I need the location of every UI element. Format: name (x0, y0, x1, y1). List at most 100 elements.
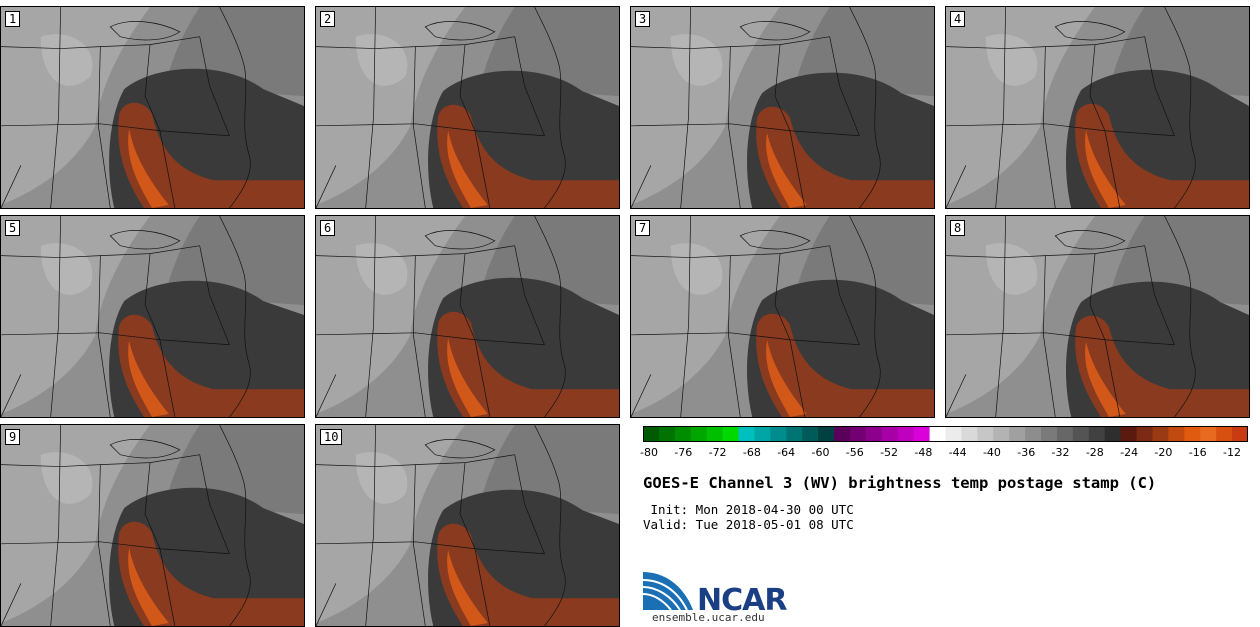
political-boundaries (1, 425, 251, 626)
dry-region (316, 216, 466, 415)
logo-url: ensemble.ucar.edu (652, 611, 765, 624)
wv-map (1, 425, 304, 626)
figure-title: GOES-E Channel 3 (WV) brightness temp po… (643, 474, 1157, 492)
colorbar-swatch (897, 426, 915, 442)
dry-region (631, 7, 781, 206)
panel-label: 4 (950, 11, 966, 27)
panel-label: 1 (5, 11, 21, 27)
dry-region (1, 216, 151, 415)
colorbar-swatch (770, 426, 787, 442)
dry-region (1, 7, 151, 206)
political-boundaries (946, 7, 1196, 208)
colorbar-swatch (1168, 426, 1185, 442)
colorbar-swatch (1088, 426, 1106, 442)
colorbar-swatch (1216, 426, 1233, 442)
coldest-cloud-top (1085, 129, 1126, 208)
panel-label: 7 (635, 220, 651, 236)
colorbar-swatch (786, 426, 803, 442)
wv-map (316, 425, 619, 626)
colorbar-swatch (690, 426, 708, 442)
colorbar-swatch (1009, 426, 1026, 442)
stamp-panel[interactable]: 4 (945, 6, 1250, 209)
cold-cloud-top (437, 523, 619, 626)
panel-label: 10 (320, 429, 343, 445)
colorbar-swatch (929, 426, 946, 442)
political-boundaries (631, 216, 881, 417)
cold-cloud-top (118, 521, 304, 626)
panel-label: 6 (320, 220, 336, 236)
colorbar-swatch (1041, 426, 1058, 442)
coldest-cloud-top (766, 339, 807, 417)
political-boundaries (316, 7, 566, 208)
wv-map (316, 216, 619, 417)
dry-region (946, 216, 1096, 415)
dry-patch (670, 34, 723, 86)
stamp-panel[interactable]: 3 (630, 6, 935, 209)
colorbar-frame (643, 426, 1248, 442)
colorbar-swatch (993, 426, 1010, 442)
political-boundaries (631, 7, 881, 208)
stamp-panel[interactable]: 6 (315, 215, 620, 418)
stamp-panel[interactable]: 9 (0, 424, 305, 627)
dry-region (316, 425, 466, 624)
colorbar-tick: -56 (845, 446, 864, 459)
colorbar-tick: -36 (1017, 446, 1036, 459)
colorbar-swatch (834, 426, 851, 442)
colorbar (643, 426, 1248, 442)
colorbar-tick: -64 (777, 446, 796, 459)
logo-wordmark: NCAR (697, 583, 787, 618)
panel-label: 3 (635, 11, 651, 27)
colorbar-swatch (913, 426, 931, 442)
colorbar-tick: -52 (880, 446, 899, 459)
dry-patch (985, 243, 1038, 295)
colorbar-tick: -32 (1051, 446, 1070, 459)
init-time: Init: Mon 2018-04-30 00 UTC (643, 502, 854, 517)
panel-label: 5 (5, 220, 21, 236)
stamp-panel[interactable]: 8 (945, 215, 1250, 418)
colorbar-swatch (1072, 426, 1090, 442)
colorbar-tick: -48 (914, 446, 933, 459)
colorbar-swatch (1136, 426, 1153, 442)
colorbar-swatch (738, 426, 755, 442)
coldest-cloud-top (128, 128, 169, 208)
colorbar-swatch (881, 426, 899, 442)
coldest-cloud-top (128, 547, 169, 626)
wv-map (631, 216, 934, 417)
dry-patch (985, 34, 1038, 86)
colorbar-tick: -76 (674, 446, 693, 459)
dry-patch (355, 34, 408, 86)
colorbar-swatch (977, 426, 994, 442)
dry-patch (670, 243, 723, 295)
political-boundaries (1, 7, 251, 208)
colorbar-swatch (1184, 426, 1201, 442)
wv-map (1, 216, 304, 417)
colorbar-swatch (961, 426, 978, 442)
colorbar-swatch (945, 426, 962, 442)
stamp-panel[interactable]: 5 (0, 215, 305, 418)
colorbar-swatch (706, 426, 724, 442)
political-boundaries (316, 216, 566, 417)
stamp-panel[interactable]: 2 (315, 6, 620, 209)
colorbar-tick: -16 (1188, 446, 1207, 459)
colorbar-swatch (1152, 426, 1169, 442)
colorbar-swatch (1025, 426, 1042, 442)
colorbar-tick: -72 (708, 446, 727, 459)
dry-patch (355, 243, 408, 295)
coldest-cloud-top (1085, 341, 1126, 417)
colorbar-swatch (643, 426, 660, 442)
dry-region (316, 7, 466, 206)
wv-map (946, 216, 1249, 417)
stamp-panel[interactable]: 7 (630, 215, 935, 418)
colorbar-tick: -12 (1223, 446, 1241, 459)
colorbar-tick: -44 (948, 446, 967, 459)
stamp-panel[interactable]: 1 (0, 6, 305, 209)
colorbar-swatch (722, 426, 740, 442)
dry-patch (355, 452, 408, 504)
stamp-panel[interactable]: 10 (315, 424, 620, 627)
ncar-logo-icon (643, 572, 693, 611)
colorbar-swatch (802, 426, 819, 442)
dry-region (946, 7, 1096, 206)
colorbar-tick: -24 (1120, 446, 1139, 459)
wv-map (1, 7, 304, 208)
coldest-cloud-top (766, 132, 807, 208)
